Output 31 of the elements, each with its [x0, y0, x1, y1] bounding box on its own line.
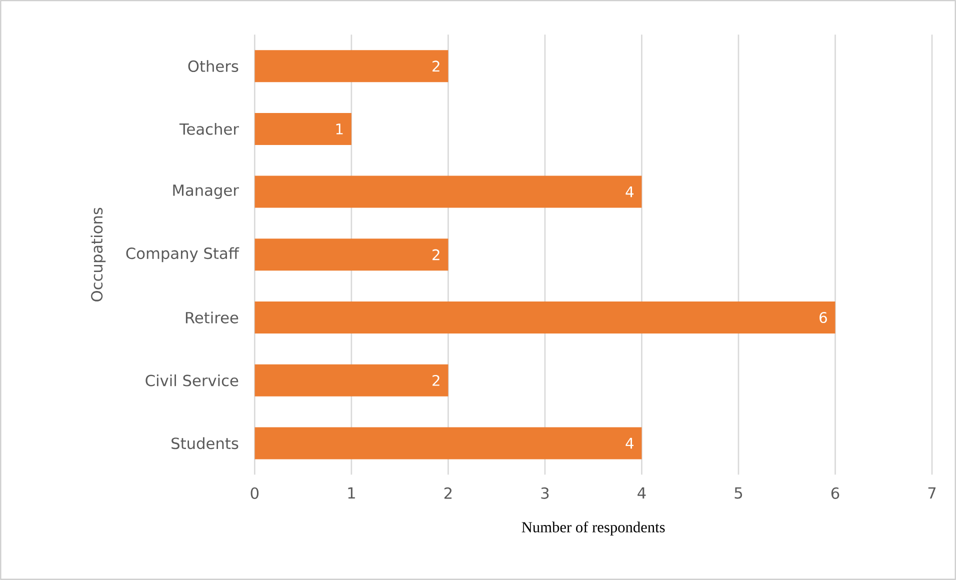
y-tick-label: Retiree — [186, 312, 238, 324]
data-label: 1 — [336, 124, 343, 134]
data-label: 2 — [432, 374, 440, 386]
y-tick-label: Manager — [173, 184, 239, 199]
y-tick-label: Others — [188, 60, 238, 72]
y-tick-label: Company Staff — [126, 247, 240, 262]
y-tick-label: Students — [172, 437, 238, 450]
bar — [254, 238, 448, 271]
bar — [254, 364, 448, 396]
y-tick-label: Teacher — [179, 123, 239, 135]
bar — [254, 50, 448, 82]
x-tick-label: 6 — [831, 487, 840, 499]
bar — [254, 112, 352, 145]
x-tick-label: 4 — [638, 487, 646, 499]
data-label: 2 — [432, 60, 440, 72]
y-tick-label: Civil Service — [146, 374, 238, 386]
x-axis-title: Number of respondents — [522, 521, 665, 536]
x-tick-label: 2 — [444, 487, 452, 499]
x-tick-label: 1 — [348, 487, 355, 499]
data-label: 4 — [626, 186, 634, 198]
x-tick-label: 7 — [928, 487, 936, 499]
bar — [254, 302, 836, 334]
data-label: 6 — [820, 312, 827, 324]
data-label: 2 — [432, 249, 440, 260]
y-axis-title: Occupations — [90, 208, 106, 302]
x-tick-label: 5 — [734, 487, 742, 499]
x-tick-label: 0 — [250, 487, 259, 499]
x-tick-label: 3 — [541, 487, 549, 499]
bar — [254, 176, 642, 208]
bar — [254, 427, 642, 460]
data-label: 4 — [626, 438, 634, 449]
